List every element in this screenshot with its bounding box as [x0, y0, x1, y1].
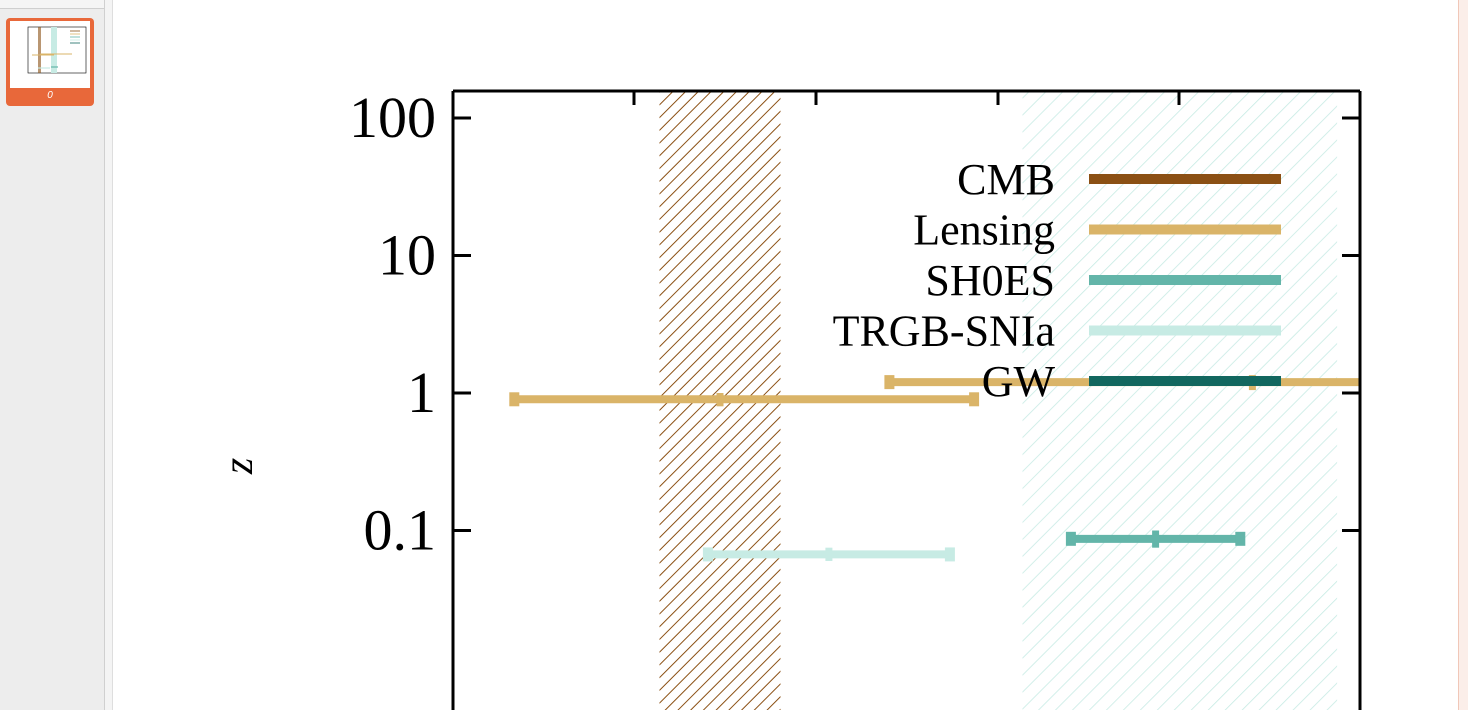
hubble-constant-chart: 1000 100 10 1 0.1 CMBLensingSH0ESTRGB-SNIaGW…	[216, 0, 1362, 710]
right-panel-edge	[1458, 0, 1468, 710]
legend-entry-trgb-snia: TRGB-SNIa	[833, 307, 1281, 356]
errorbar-cap-left-sh0es	[1065, 531, 1076, 546]
y-axis-label: z	[216, 458, 262, 475]
slide-canvas: 1000 100 10 1 0.1 CMBLensingSH0ESTRGB-SNIaGW…	[113, 0, 1468, 710]
point-sh0es-0	[1065, 530, 1246, 548]
legend-entry-cmb: CMB	[957, 155, 1281, 204]
errorbar-cap-right-lensing	[969, 392, 980, 407]
legend-label-cmb: CMB	[957, 155, 1055, 204]
point-lensing-0	[509, 392, 980, 407]
legend-entry-gw: GW	[982, 357, 1281, 406]
y-tick-label: 1	[407, 360, 436, 425]
sidebar-top-border	[0, 0, 104, 9]
errorbar-cap-left-lensing	[884, 375, 895, 390]
errorbar-cap-left-trgb-snia	[702, 547, 713, 562]
y-tick-label: 0.1	[364, 498, 437, 563]
marker-trgb-snia	[823, 549, 834, 560]
legend-label-trgb-snia: TRGB-SNIa	[833, 307, 1055, 356]
marker-lensing	[715, 394, 725, 405]
slide-thumbnail-preview[interactable]	[10, 21, 90, 88]
legend-label-sh0es: SH0ES	[925, 256, 1055, 305]
errorbar-cap-right-trgb-snia	[944, 547, 955, 562]
y-tick-label: 10	[378, 223, 436, 288]
point-trgb-snia-0	[702, 547, 955, 562]
legend-label-gw: GW	[982, 357, 1056, 406]
band-sh0es	[1022, 91, 1338, 710]
legend-entry-lensing: Lensing	[913, 206, 1281, 255]
marker-sh0es	[1150, 533, 1161, 544]
errorbar-cap-left-lensing	[509, 392, 520, 407]
legend-entry-sh0es: SH0ES	[925, 256, 1281, 305]
slide-thumbnail-selected[interactable]: 0	[6, 18, 94, 106]
errorbar-cap-right-sh0es	[1235, 531, 1246, 546]
sidebar-splitter[interactable]	[105, 0, 113, 710]
y-tick-label: 1000	[320, 0, 436, 13]
slide-number: 0	[47, 90, 53, 101]
legend-label-lensing: Lensing	[913, 206, 1055, 255]
slide-sidebar: 0	[0, 0, 105, 710]
y-tick-label: 100	[349, 85, 436, 150]
